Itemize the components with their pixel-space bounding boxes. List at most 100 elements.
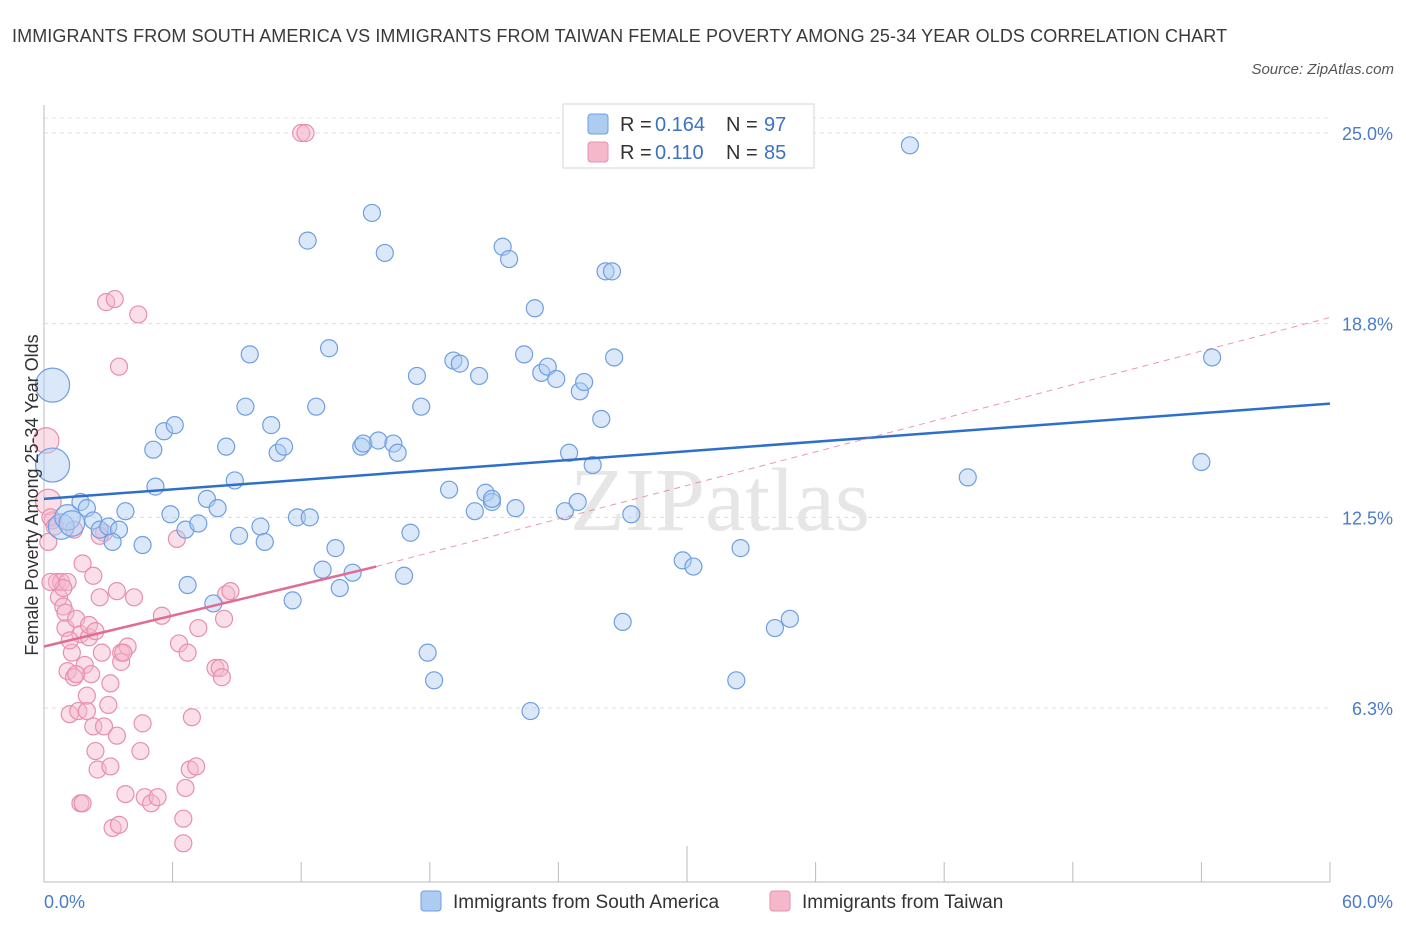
data-point-south-america — [362, 203, 382, 223]
data-point-south-america — [407, 366, 427, 386]
x-tick-label-min: 0.0% — [44, 892, 85, 912]
data-point-south-america — [34, 447, 71, 483]
legend: R = 0.164 N = 97 R = 0.110 N = 85 — [562, 103, 815, 169]
data-point-taiwan — [86, 622, 105, 641]
chart-title: IMMIGRANTS FROM SOUTH AMERICA VS IMMIGRA… — [12, 26, 1228, 46]
data-point-south-america — [217, 437, 236, 456]
data-point-south-america — [605, 348, 624, 367]
data-point-taiwan — [49, 588, 69, 607]
data-point-taiwan — [131, 741, 150, 761]
trend-line-south-america — [43, 402, 1331, 501]
data-point-taiwan — [292, 123, 311, 143]
data-point-south-america — [418, 643, 437, 662]
data-point-south-america — [555, 502, 574, 521]
bottom-legend: Immigrants from South America Immigrants… — [420, 890, 1003, 913]
data-point-south-america — [178, 575, 197, 595]
data-point-taiwan — [56, 603, 75, 622]
data-point-south-america — [236, 397, 255, 416]
data-point-south-america — [1192, 452, 1211, 472]
y-tick-labels: 25.0% 18.8% 12.5% 6.3% — [1342, 124, 1393, 719]
data-point-south-america — [307, 397, 326, 416]
data-point-south-america — [465, 502, 484, 521]
data-point-taiwan — [187, 757, 206, 776]
data-point-south-america — [394, 566, 414, 585]
data-point-south-america — [482, 489, 502, 509]
trend-lines — [43, 317, 1331, 648]
data-point-taiwan — [86, 741, 105, 761]
data-point-south-america — [401, 523, 420, 542]
legend-n-label-2: N = — [726, 142, 758, 164]
data-point-south-america — [330, 578, 349, 598]
gridlines — [44, 117, 1330, 709]
data-point-taiwan — [101, 757, 120, 776]
data-point-taiwan — [116, 784, 135, 804]
data-point-taiwan — [84, 717, 103, 736]
data-point-south-america — [673, 551, 692, 570]
data-point-south-america — [538, 357, 557, 376]
data-point-taiwan — [124, 588, 144, 607]
data-point-south-america — [596, 262, 615, 281]
trend-line-taiwan — [43, 565, 377, 648]
data-point-taiwan — [148, 788, 167, 807]
data-point-south-america — [262, 416, 281, 435]
data-point-taiwan — [34, 488, 62, 516]
data-point-south-america — [165, 416, 184, 435]
data-point-south-america — [592, 409, 611, 429]
data-point-south-america — [274, 437, 294, 456]
data-point-taiwan — [107, 582, 126, 601]
data-point-taiwan — [129, 305, 148, 324]
data-point-south-america — [283, 591, 302, 610]
data-point-taiwan — [77, 686, 96, 705]
data-point-taiwan — [206, 658, 225, 678]
data-point-taiwan — [101, 674, 120, 693]
data-point-taiwan — [189, 618, 208, 638]
data-point-taiwan — [174, 834, 193, 853]
data-point-south-america — [568, 492, 587, 512]
data-point-south-america — [298, 231, 317, 250]
data-point-south-america — [602, 262, 622, 281]
y-tick-label: 18.8% — [1342, 315, 1393, 335]
data-point-south-america — [450, 354, 469, 373]
data-point-south-america — [354, 434, 373, 453]
data-point-south-america — [384, 434, 403, 453]
data-point-taiwan — [221, 582, 240, 601]
data-point-south-america — [575, 372, 594, 392]
data-point-south-america — [229, 526, 249, 545]
data-point-south-america — [161, 505, 180, 524]
data-point-south-america — [727, 671, 746, 690]
data-point-taiwan — [41, 508, 60, 527]
data-point-taiwan — [73, 794, 92, 813]
bottom-legend-label-taiwan: Immigrants from Taiwan — [802, 892, 1003, 913]
chart-source: Source: ZipAtlas.com — [1251, 61, 1394, 78]
data-point-south-america — [313, 560, 332, 579]
data-point-taiwan — [82, 665, 101, 684]
bottom-legend-label-south-america: Immigrants from South America — [453, 892, 720, 913]
data-point-south-america — [369, 431, 388, 450]
series-south-america — [34, 136, 1222, 721]
data-point-taiwan — [114, 643, 133, 662]
data-point-south-america — [251, 517, 270, 536]
data-point-taiwan — [174, 809, 193, 828]
data-point-south-america — [116, 502, 135, 521]
data-point-south-america — [255, 532, 274, 552]
bottom-legend-swatch-south-america — [420, 890, 442, 912]
legend-n-value-1: 97 — [764, 114, 786, 136]
data-point-south-america — [388, 443, 407, 462]
data-point-taiwan — [77, 701, 96, 721]
data-point-taiwan — [296, 123, 315, 143]
data-point-taiwan — [64, 668, 84, 687]
watermark: ZIPatlas — [570, 451, 870, 550]
data-point-south-america — [583, 455, 602, 475]
data-point-south-america — [570, 382, 589, 401]
x-tick-label-max: 60.0% — [1342, 892, 1393, 912]
data-point-south-america — [684, 557, 703, 576]
legend-swatch-taiwan — [587, 141, 609, 163]
data-point-taiwan — [107, 726, 126, 745]
data-point-taiwan — [94, 717, 114, 736]
data-point-south-america — [900, 136, 920, 155]
data-point-south-america — [765, 618, 784, 638]
y-tick-label: 6.3% — [1352, 699, 1393, 719]
data-point-taiwan — [41, 572, 60, 592]
data-point-south-america — [189, 514, 208, 533]
